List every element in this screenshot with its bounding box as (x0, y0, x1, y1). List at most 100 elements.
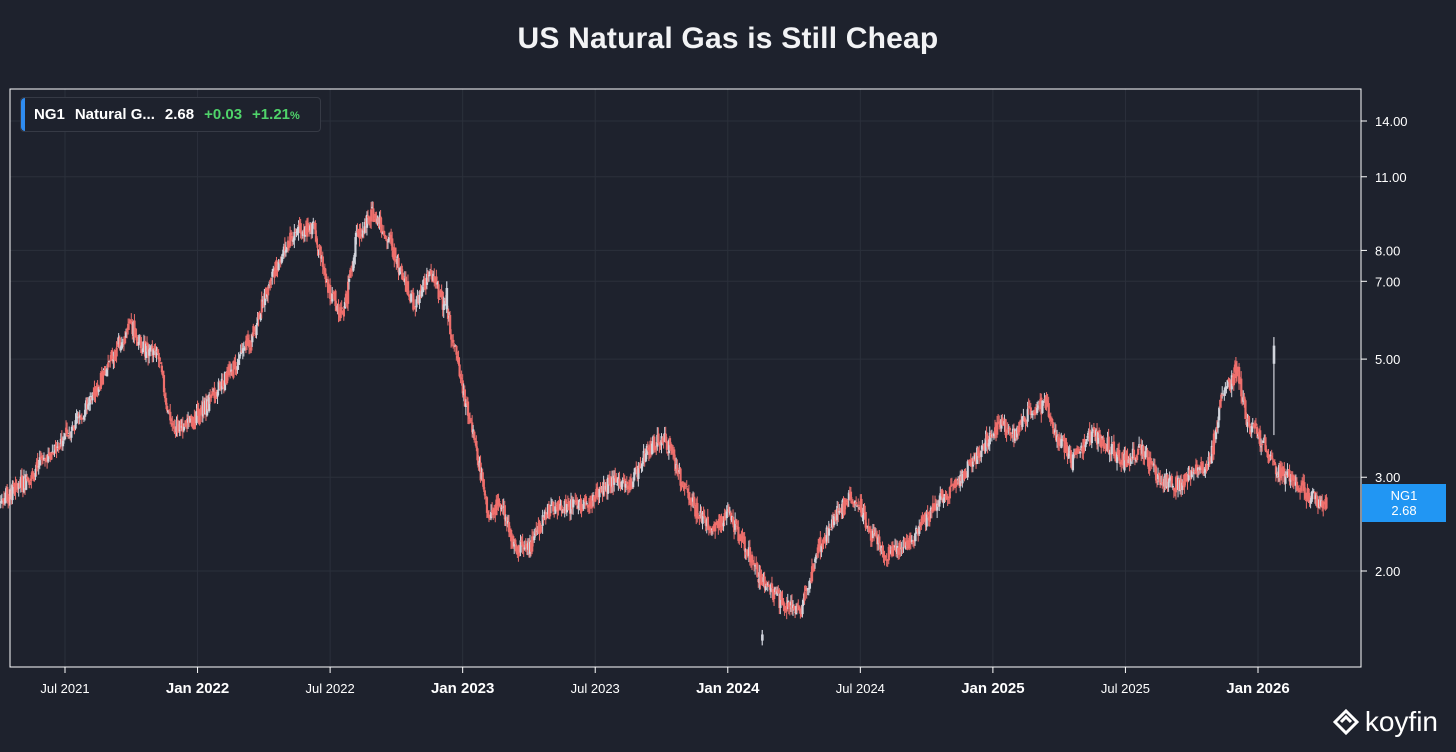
legend-change-pct: +1.21 (252, 106, 291, 123)
candle-body (1220, 394, 1223, 402)
candle-body (1132, 449, 1136, 457)
candle-body (383, 234, 387, 239)
candle-body (25, 474, 28, 490)
candle-body (855, 502, 858, 505)
candle-body (314, 222, 317, 235)
candle-body (272, 268, 275, 273)
candle-body (763, 576, 766, 589)
candle-body (476, 448, 479, 461)
candle-body (820, 545, 823, 552)
candle-body (833, 515, 836, 526)
candle-body (884, 556, 887, 558)
candle-body (1029, 407, 1032, 415)
candle-body (1296, 488, 1300, 490)
candle-body (58, 445, 61, 449)
candle-body (921, 516, 924, 521)
candle-body (727, 506, 731, 513)
candle-body (550, 504, 553, 506)
candle-body (1112, 441, 1116, 456)
candle-body (618, 478, 621, 486)
candle-body (71, 425, 74, 431)
legend-name: Natural G... (74, 106, 155, 123)
candle-body (734, 520, 737, 530)
candle-body (148, 349, 151, 356)
candle-body (514, 539, 517, 545)
candle-body (1148, 457, 1151, 471)
candle-body (283, 245, 287, 252)
candle-body (606, 477, 610, 494)
candle-body (1090, 431, 1093, 444)
x-axis: Jul 2021 Jan 2022 Jul 2022 Jan 2023 Jul 2023… (40, 667, 1290, 697)
candle-body (1086, 435, 1089, 439)
candle-body (1215, 426, 1219, 432)
candle-body (745, 549, 748, 555)
candle-body (388, 237, 391, 242)
candle-body (615, 476, 618, 483)
candle-body (108, 360, 111, 362)
candle-body (177, 431, 180, 433)
x-tick-label: Jan 2025 (961, 680, 1024, 697)
candle-body (210, 395, 213, 398)
candle-body (125, 332, 128, 338)
candle-body (237, 359, 240, 365)
spike-body (445, 287, 449, 310)
candle-body (1293, 476, 1297, 485)
candle-body (505, 517, 509, 524)
candle-body (38, 457, 41, 466)
candle-body (1301, 482, 1304, 486)
candle-body (253, 326, 256, 331)
candle-body (106, 368, 109, 377)
candle-body (466, 401, 470, 416)
candle-body (438, 298, 441, 300)
candle-body (1134, 459, 1138, 461)
candle-body (870, 535, 874, 542)
candle-body (1092, 427, 1096, 430)
candle-body (420, 291, 423, 297)
candle-body (1143, 457, 1146, 459)
candle-body (1038, 403, 1041, 405)
candle-body (1250, 426, 1253, 433)
candle-body (635, 466, 638, 468)
candle-body (374, 213, 377, 218)
candle-body (198, 409, 201, 425)
candle-body (799, 608, 802, 611)
candle-body (843, 499, 846, 515)
candle-body (1026, 409, 1029, 422)
candle-body (276, 268, 279, 272)
candle-body (373, 218, 376, 222)
candle-body (679, 468, 682, 486)
candle-body (1225, 387, 1228, 389)
candle-body (61, 440, 65, 447)
candle-body (576, 500, 579, 509)
candle-body (1288, 470, 1291, 482)
candle-body (930, 509, 934, 512)
brand-name: koyfin (1364, 706, 1438, 737)
candle-body (1262, 440, 1265, 443)
candle-body (1033, 412, 1037, 416)
candle-body (145, 343, 148, 359)
candle-body (1142, 445, 1145, 457)
candle-body (1151, 462, 1154, 466)
candle-body (805, 588, 808, 591)
candle-body (503, 505, 506, 520)
candle-body (280, 256, 283, 263)
candle-body (354, 237, 357, 257)
candle-body (1243, 396, 1246, 401)
candle-body (1118, 449, 1121, 461)
series-legend[interactable]: NG1 Natural G... 2.68 +0.03 +1.21% (20, 97, 321, 132)
candle-body (1076, 448, 1079, 454)
candle-body (680, 484, 683, 486)
candle-body (521, 541, 524, 547)
candle-body (817, 544, 820, 554)
candle-body (942, 498, 945, 502)
candle-body (1310, 492, 1313, 502)
grid-lines (10, 89, 1361, 667)
candle-body (928, 511, 931, 522)
candle-body (533, 536, 536, 541)
candle-body (452, 339, 455, 343)
candle-body (1311, 490, 1314, 494)
candle-body (777, 589, 780, 594)
candle-body (732, 516, 735, 525)
candle-body (1202, 468, 1205, 474)
